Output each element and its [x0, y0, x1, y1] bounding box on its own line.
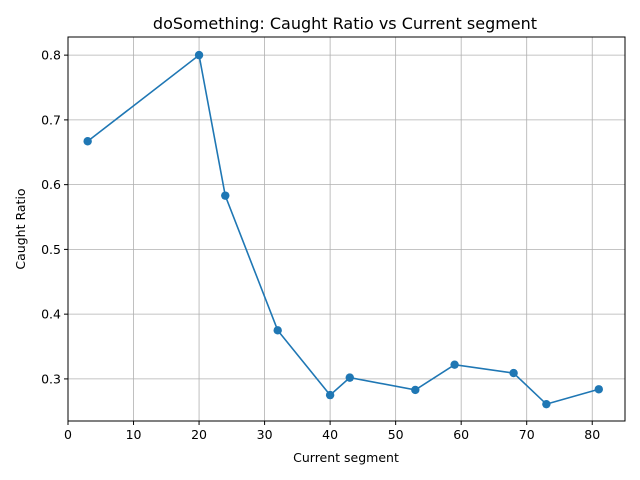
- y-tick-label: 0.6: [41, 177, 61, 192]
- data-point: [411, 385, 420, 395]
- series-line: [87, 53, 600, 406]
- x-axis-label: Current segment: [293, 450, 399, 465]
- x-tick-label: 30: [257, 427, 273, 442]
- chart-title: doSomething: Caught Ratio vs Current seg…: [153, 14, 537, 33]
- y-tick-label: 0.4: [41, 307, 61, 322]
- data-point: [83, 137, 92, 146]
- data-point: [509, 368, 518, 378]
- data-point: [450, 360, 459, 369]
- x-tick-label: 0: [64, 427, 72, 442]
- series-layer: [83, 50, 603, 409]
- x-tick-label: 50: [388, 427, 404, 442]
- data-point: [221, 191, 230, 200]
- data-point: [273, 326, 282, 335]
- data-point: [194, 50, 204, 60]
- data-point: [542, 399, 551, 409]
- x-tick-label: 60: [453, 427, 469, 442]
- y-axis-label: Caught Ratio: [13, 188, 28, 269]
- x-tick-label: 80: [584, 427, 600, 442]
- y-tick-label: 0.7: [41, 112, 61, 127]
- data-point: [594, 385, 603, 394]
- x-tick-label: 40: [322, 427, 338, 442]
- y-tick-label: 0.5: [41, 242, 61, 257]
- plot-frame: [67, 36, 626, 422]
- x-tick-label: 10: [126, 427, 142, 442]
- x-tick-label: 20: [191, 427, 207, 442]
- data-point: [325, 390, 335, 400]
- y-tick-label: 0.8: [41, 48, 61, 63]
- x-tick-label: 70: [519, 427, 535, 442]
- tick-marks: 0 10 20 30 40 50 60 70 80 0.3 0.4 0.5 0.6 0.7 0.8: [41, 48, 600, 442]
- y-tick-label: 0.3: [41, 371, 61, 386]
- data-point: [345, 373, 354, 382]
- grid-lines: [67, 37, 625, 421]
